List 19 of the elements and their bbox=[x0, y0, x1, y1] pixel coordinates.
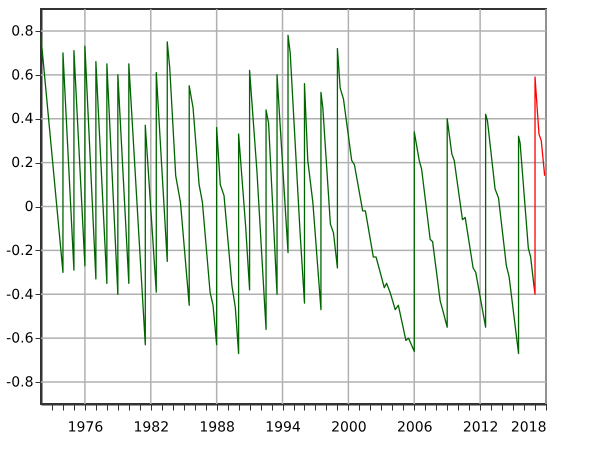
x-tick-label: 1988 bbox=[199, 420, 235, 436]
x-tick-label: 2018 bbox=[510, 420, 546, 436]
x-tick-label: 2012 bbox=[462, 420, 498, 436]
x-tick-label: 1976 bbox=[68, 420, 104, 436]
y-tick-label: 0.2 bbox=[11, 155, 34, 172]
y-tick-label: -0.4 bbox=[6, 286, 34, 303]
y-tick-label: 0.4 bbox=[11, 111, 34, 128]
y-tick-label: 0.6 bbox=[11, 67, 34, 84]
x-tick-label: 2006 bbox=[396, 420, 433, 436]
x-tick-label: 1994 bbox=[265, 420, 301, 436]
y-tick-label: -0.8 bbox=[6, 374, 34, 391]
x-tick-label: 2000 bbox=[331, 420, 367, 436]
y-tick-label: 0.8 bbox=[11, 23, 34, 40]
line-series bbox=[40, 34, 535, 354]
line-series bbox=[533, 76, 546, 295]
y-tick-label: -0.6 bbox=[6, 330, 34, 347]
x-tick-label: 1982 bbox=[133, 420, 170, 436]
y-tick-label: -0.2 bbox=[6, 242, 34, 259]
y-tick-label: 0 bbox=[24, 199, 34, 215]
